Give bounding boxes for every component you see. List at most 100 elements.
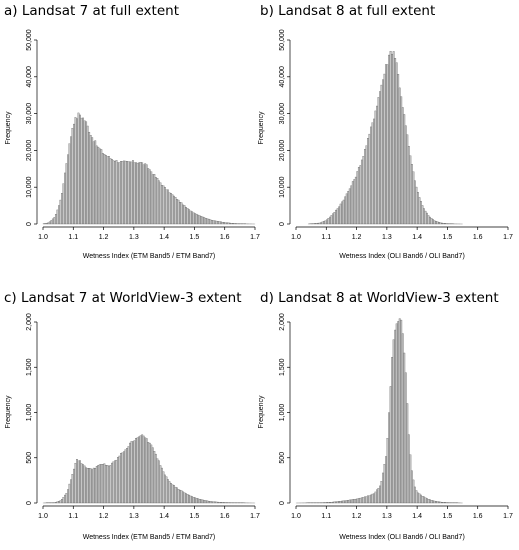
histogram-bar (209, 501, 212, 504)
histogram-bar (326, 502, 328, 504)
histogram-bar (64, 494, 66, 504)
histogram-bar (141, 162, 144, 225)
histogram-bar (404, 372, 407, 504)
histogram-bar (91, 469, 94, 504)
histogram-bar (107, 156, 110, 225)
histogram-bar (386, 438, 389, 504)
histogram-bar (67, 489, 69, 504)
histogram-bar (359, 165, 362, 225)
y-tick-label: 50,000 (26, 29, 33, 51)
histogram-bar (127, 161, 130, 225)
histogram-bar (94, 140, 97, 225)
histogram-bar (433, 500, 436, 504)
histogram-bar (404, 125, 407, 225)
histogram-bar (436, 221, 439, 225)
histogram-bar (442, 502, 445, 504)
histogram-bar (356, 498, 359, 504)
histogram-bar (327, 502, 330, 504)
histogram-bar (221, 502, 224, 504)
histogram-bar (182, 204, 184, 225)
histogram-bar (115, 459, 118, 504)
y-tick-label: 0 (279, 222, 286, 226)
histogram-bar (65, 493, 68, 504)
histogram-bar (62, 183, 65, 225)
y-tick-label: 2,000 (26, 313, 33, 331)
panel-a: a) Landsat 7 at full extent Frequency We… (4, 3, 260, 260)
histogram-bar (111, 159, 113, 225)
histogram-bar (347, 191, 350, 225)
histogram-bar (59, 500, 62, 504)
x-tick-label: 1.4 (159, 234, 169, 241)
histogram-bar (82, 117, 85, 225)
histogram-bar (362, 156, 365, 225)
histogram-bar (191, 211, 194, 225)
histogram-bar (374, 110, 377, 225)
histogram-bar (344, 500, 347, 504)
panel-title: d) Landsat 8 at WorldView-3 extent (260, 290, 499, 306)
histogram-bar (370, 126, 372, 225)
histogram-bar (348, 188, 351, 225)
histogram-bar (76, 118, 78, 225)
histogram-bar (365, 145, 368, 225)
histogram-bar (329, 216, 331, 225)
histogram-bar (56, 501, 59, 504)
panel-c: c) Landsat 7 at WorldView-3 extent Frequ… (4, 290, 260, 541)
histogram-bar (61, 193, 63, 225)
histogram-bar (397, 74, 400, 225)
panel-d: d) Landsat 8 at WorldView-3 extent Frequ… (258, 290, 513, 541)
histogram-bar (103, 463, 106, 504)
x-tick-label: 1.2 (352, 234, 362, 241)
histogram-bar (438, 501, 440, 504)
histogram-bar (185, 207, 187, 225)
histogram-bar (117, 162, 119, 225)
histogram-bar (333, 501, 336, 504)
histogram-bar (207, 218, 210, 225)
y-axis-label: Frequency (258, 111, 265, 145)
histogram-bar (342, 199, 345, 225)
histogram-bar (147, 442, 150, 504)
histogram-bar (360, 497, 363, 504)
histogram-bar (92, 467, 95, 504)
histogram-bar (85, 467, 88, 504)
histogram-bar (210, 501, 213, 504)
x-tick-label: 1.7 (250, 234, 260, 241)
x-tick-label: 1.6 (220, 513, 230, 520)
histogram-bar (107, 465, 110, 504)
histogram-bar (330, 215, 333, 225)
x-tick-label: 1.7 (503, 234, 513, 241)
histogram-bar (145, 438, 148, 504)
histogram-bar (142, 435, 145, 504)
histogram-bar (218, 502, 221, 504)
histogram-bar (88, 468, 91, 504)
histogram-bar (426, 212, 428, 225)
histogram-bar (367, 138, 369, 225)
histogram-bar (233, 223, 236, 225)
histogram-bar (212, 220, 215, 225)
histogram-bar (194, 497, 197, 504)
histogram-bar (217, 501, 219, 504)
histogram-bar (186, 208, 189, 225)
histogram-bar (360, 159, 363, 225)
y-axis-label: Frequency (258, 395, 265, 429)
histogram-bar (165, 476, 168, 504)
histogram-bar (406, 403, 409, 504)
histogram-bar (138, 162, 141, 225)
x-axis-label: Wetness Index (OLI Band6 / OLI Band7) (339, 534, 465, 541)
histogram-bar (174, 486, 177, 504)
histogram-bar (406, 134, 409, 225)
histogram-bar (232, 223, 234, 225)
histogram-bar (392, 51, 395, 225)
histogram-bar (350, 499, 353, 504)
histogram-bar (103, 154, 106, 225)
histogram-bar (77, 460, 80, 504)
histogram-bar (332, 213, 334, 225)
histogram-bar (200, 499, 203, 504)
histogram-bar (171, 194, 174, 225)
histogram-bar (444, 223, 447, 225)
histogram-bar (348, 499, 351, 504)
histogram-bar (424, 210, 427, 225)
histogram-bar (188, 494, 191, 504)
histogram-bar (65, 163, 68, 225)
histogram-bar (100, 149, 103, 225)
histogram-bar (179, 201, 181, 225)
